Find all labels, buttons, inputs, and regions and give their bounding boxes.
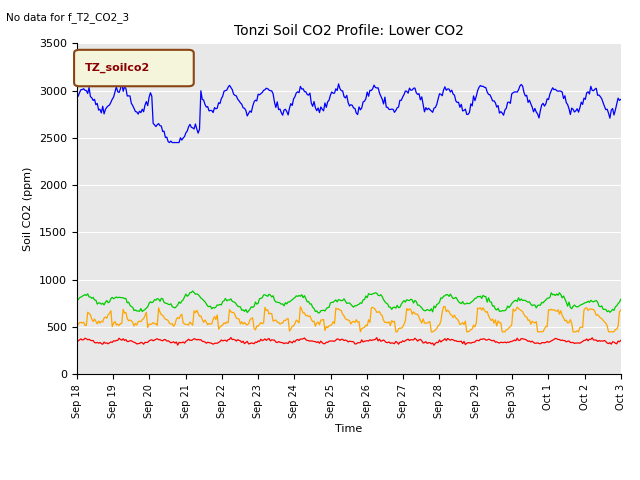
Y-axis label: Soil CO2 (ppm): Soil CO2 (ppm) bbox=[24, 167, 33, 251]
FancyBboxPatch shape bbox=[74, 50, 194, 86]
Text: TZ_soilco2: TZ_soilco2 bbox=[85, 63, 150, 73]
X-axis label: Time: Time bbox=[335, 424, 362, 433]
Legend: Open -8cm, Tree -8cm, Open -16cm, Tree -16cm: Open -8cm, Tree -8cm, Open -16cm, Tree -… bbox=[140, 479, 557, 480]
Text: No data for f_T2_CO2_3: No data for f_T2_CO2_3 bbox=[6, 12, 129, 23]
Title: Tonzi Soil CO2 Profile: Lower CO2: Tonzi Soil CO2 Profile: Lower CO2 bbox=[234, 24, 464, 38]
